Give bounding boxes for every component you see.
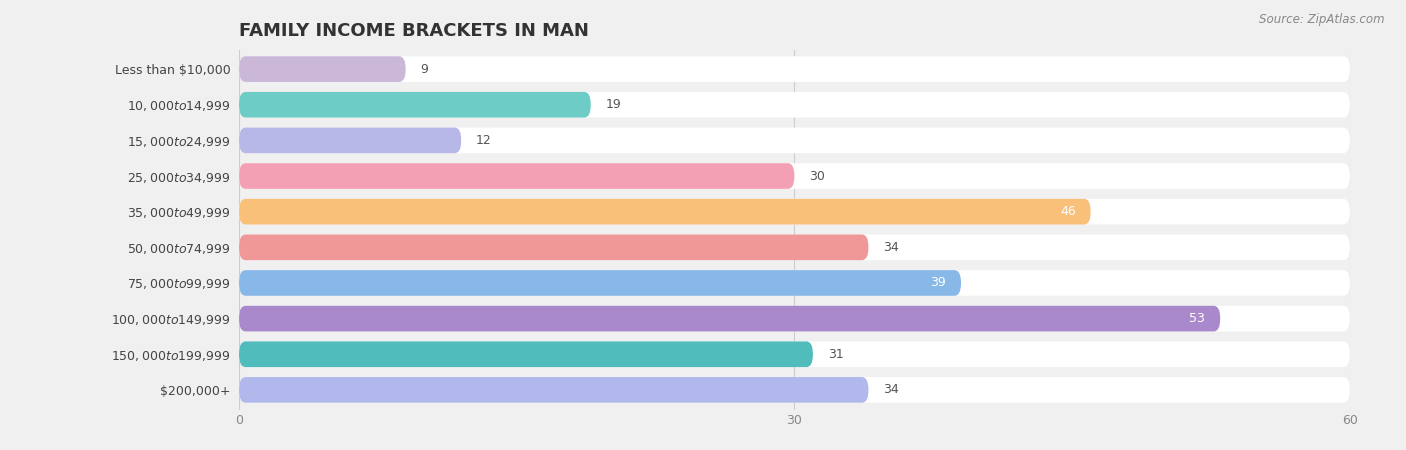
Text: 39: 39 [931, 276, 946, 289]
FancyBboxPatch shape [239, 234, 1350, 260]
FancyBboxPatch shape [239, 127, 461, 153]
FancyBboxPatch shape [239, 163, 794, 189]
FancyBboxPatch shape [239, 92, 1350, 117]
FancyBboxPatch shape [239, 270, 1350, 296]
FancyBboxPatch shape [239, 234, 869, 260]
Text: 19: 19 [606, 98, 621, 111]
Text: 34: 34 [883, 241, 898, 254]
FancyBboxPatch shape [239, 342, 813, 367]
FancyBboxPatch shape [239, 199, 1091, 225]
Text: Source: ZipAtlas.com: Source: ZipAtlas.com [1260, 14, 1385, 27]
FancyBboxPatch shape [239, 92, 591, 117]
Text: 46: 46 [1060, 205, 1076, 218]
Text: 12: 12 [477, 134, 492, 147]
FancyBboxPatch shape [239, 306, 1220, 332]
Text: 9: 9 [420, 63, 429, 76]
Text: 30: 30 [810, 170, 825, 183]
Text: 31: 31 [828, 348, 844, 361]
FancyBboxPatch shape [239, 270, 962, 296]
Text: FAMILY INCOME BRACKETS IN MAN: FAMILY INCOME BRACKETS IN MAN [239, 22, 589, 40]
FancyBboxPatch shape [239, 377, 1350, 403]
Text: 34: 34 [883, 383, 898, 396]
Text: 53: 53 [1189, 312, 1205, 325]
FancyBboxPatch shape [239, 342, 1350, 367]
FancyBboxPatch shape [239, 306, 1350, 332]
FancyBboxPatch shape [239, 127, 1350, 153]
FancyBboxPatch shape [239, 163, 1350, 189]
FancyBboxPatch shape [239, 199, 1350, 225]
FancyBboxPatch shape [239, 56, 406, 82]
FancyBboxPatch shape [239, 377, 869, 403]
FancyBboxPatch shape [239, 56, 1350, 82]
